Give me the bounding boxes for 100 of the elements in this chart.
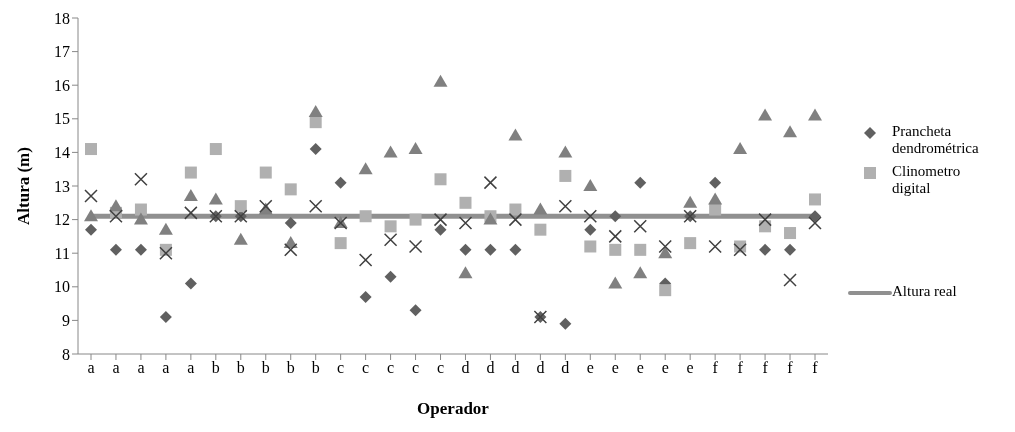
- point: [708, 239, 722, 254]
- point: [509, 203, 522, 216]
- point: [108, 199, 123, 212]
- point: [433, 74, 448, 87]
- x-tick-label: b: [286, 359, 295, 377]
- point: [733, 142, 748, 155]
- point: [483, 175, 498, 190]
- point: [384, 220, 397, 233]
- point: [534, 223, 547, 236]
- x-tick-label: c: [362, 359, 370, 377]
- point: [309, 116, 322, 129]
- point: [85, 223, 97, 236]
- point: [533, 202, 548, 215]
- point: [508, 212, 523, 227]
- y-tick-label: 11: [54, 244, 70, 262]
- point: [284, 216, 297, 229]
- point: [85, 143, 97, 156]
- point: [308, 105, 323, 118]
- point: [383, 145, 398, 158]
- point: [158, 222, 173, 235]
- point: [184, 277, 197, 290]
- point: [758, 212, 772, 227]
- x-tick-label: b: [261, 359, 270, 377]
- x-tick-label: e: [636, 359, 644, 377]
- point: [259, 166, 272, 179]
- x-tick-label: a: [187, 359, 195, 377]
- point: [309, 143, 322, 156]
- x-tick-label: b: [311, 359, 320, 377]
- point: [184, 166, 197, 179]
- point: [709, 176, 722, 189]
- point: [709, 203, 722, 216]
- y-tick-label: 17: [54, 43, 70, 61]
- point: [583, 209, 598, 223]
- point: [84, 189, 98, 203]
- point: [484, 243, 497, 256]
- x-tick-label: a: [137, 359, 145, 377]
- y-tick-label: 14: [54, 144, 70, 162]
- point: [609, 210, 622, 223]
- point: [458, 216, 473, 230]
- point: [758, 108, 773, 121]
- point: [733, 243, 747, 257]
- x-tick-label: d: [486, 359, 495, 377]
- point: [433, 212, 448, 227]
- point: [408, 142, 423, 155]
- point: [133, 212, 148, 225]
- y-tick-label: 13: [54, 177, 70, 195]
- point: [358, 253, 373, 267]
- point: [408, 239, 423, 254]
- point: [584, 223, 597, 236]
- point: [508, 128, 523, 141]
- x-tick-label: c: [436, 359, 445, 377]
- legend-label: Altura real: [892, 283, 957, 300]
- point: [359, 290, 372, 303]
- point: [558, 199, 573, 213]
- point: [159, 311, 172, 324]
- point: [334, 237, 347, 250]
- y-tick-label: 12: [54, 211, 70, 229]
- point: [634, 243, 647, 256]
- point: [134, 243, 147, 256]
- point: [609, 243, 622, 256]
- y-tick-label: 10: [54, 278, 70, 296]
- point: [233, 232, 248, 245]
- point: [633, 219, 647, 234]
- point: [459, 243, 472, 256]
- point: [684, 237, 697, 250]
- point: [783, 125, 798, 138]
- x-tick-label: f: [712, 359, 719, 377]
- point: [434, 223, 447, 236]
- point: [84, 209, 98, 222]
- point: [209, 143, 222, 156]
- point: [759, 243, 772, 256]
- point: [784, 227, 797, 240]
- point: [434, 173, 447, 186]
- point: [584, 240, 597, 253]
- x-tick-label: f: [737, 359, 744, 377]
- x-tick-label: e: [586, 359, 594, 377]
- point: [134, 172, 148, 187]
- point: [634, 176, 647, 189]
- point: [608, 276, 623, 289]
- x-tick-label: f: [812, 359, 819, 377]
- point: [633, 266, 648, 279]
- point: [558, 145, 573, 158]
- x-tick-label: d: [461, 359, 470, 377]
- point: [208, 192, 223, 205]
- point: [458, 266, 473, 279]
- y-tick-label: 15: [54, 110, 70, 128]
- x-tick-label: d: [536, 359, 545, 377]
- point: [608, 229, 623, 244]
- point: [459, 196, 472, 209]
- point: [308, 199, 323, 213]
- point: [808, 216, 822, 230]
- point: [809, 193, 821, 206]
- x-tick-label: f: [787, 359, 794, 377]
- point: [334, 176, 347, 189]
- x-tick-label: c: [337, 359, 345, 377]
- point: [384, 270, 397, 283]
- y-tick-label: 8: [62, 345, 70, 363]
- point: [683, 195, 698, 208]
- point: [559, 169, 572, 182]
- point: [658, 246, 673, 259]
